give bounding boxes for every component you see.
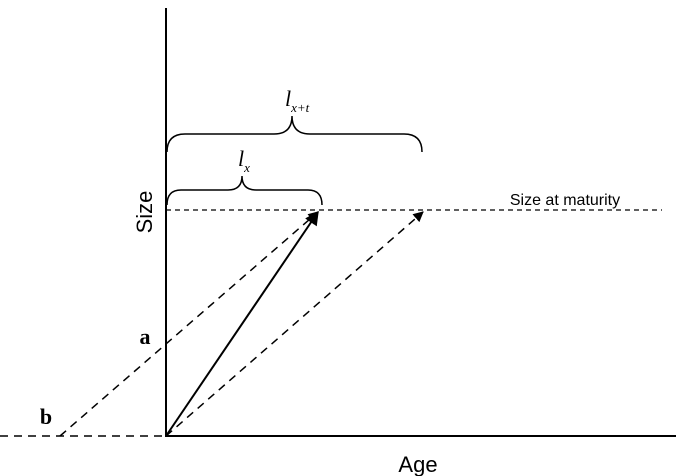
delayed-growth-line	[165, 211, 424, 437]
brace-label: lx	[238, 146, 250, 175]
brace-large	[166, 115, 423, 153]
maturity-label: Size at maturity	[510, 192, 620, 209]
brace-small	[166, 175, 323, 206]
brace-label-sub: x+t	[290, 100, 310, 115]
label-a: a	[140, 324, 151, 349]
brace-label-sub: x	[243, 160, 250, 175]
y-axis-label: Size	[132, 191, 157, 234]
brace-label-main: l	[238, 146, 244, 171]
brace-label: lx+t	[285, 86, 310, 115]
brace-label-main: l	[285, 86, 291, 111]
label-b: b	[40, 404, 52, 429]
shifted-growth-line	[59, 211, 319, 437]
x-axis-label: Age	[398, 452, 437, 476]
growth-arrow	[165, 210, 319, 437]
